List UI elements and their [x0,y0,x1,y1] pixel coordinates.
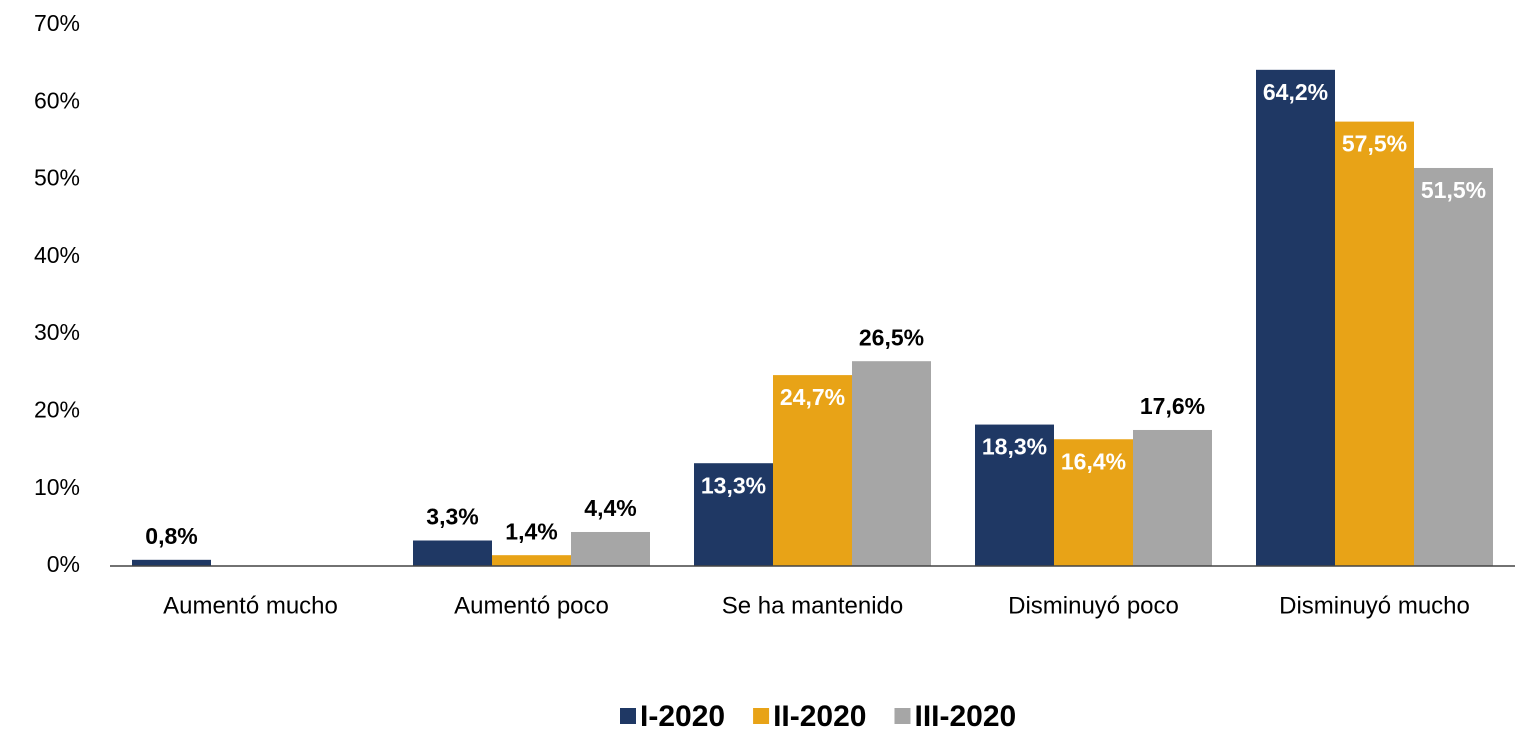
legend-label: III-2020 [914,700,1016,733]
data-label: 4,4% [584,495,636,521]
data-label: 16,4% [1061,448,1126,474]
data-label: 51,5% [1421,177,1486,203]
bar [1335,122,1414,566]
data-label: 24,7% [780,384,845,410]
x-tick-label: Aumentó poco [454,592,609,619]
y-tick-label: 40% [34,242,80,268]
data-label: 1,4% [505,518,557,544]
bar [852,361,931,566]
bar [1414,168,1493,566]
bar [1133,430,1212,566]
data-label: 3,3% [426,504,478,530]
data-label: 26,5% [859,324,924,350]
legend-swatch [894,708,910,724]
x-tick-label: Disminuyó poco [1008,592,1179,619]
data-label: 17,6% [1140,393,1205,419]
bar [492,555,571,566]
y-tick-label: 20% [34,397,80,423]
data-label: 64,2% [1263,79,1328,105]
data-label: 0,8% [145,523,197,549]
y-tick-label: 0% [47,551,80,577]
y-tick-label: 50% [34,165,80,191]
legend-label: II-2020 [773,700,866,733]
legend-swatch [753,708,769,724]
data-label: 18,3% [982,434,1047,460]
x-tick-label: Disminuyó mucho [1279,592,1470,619]
chart: 0% 10% 20% 30% 40% 50% 60% 70% Aumentó mucho 0,8%… [0,0,1519,741]
legend-swatch [620,708,636,724]
y-tick-label: 70% [34,10,80,36]
y-tick-label: 10% [34,474,80,500]
y-tick-label: 30% [34,319,80,345]
bar [1256,70,1335,566]
legend-label: I-2020 [640,700,725,733]
bar [413,540,492,566]
bar [571,532,650,566]
data-label: 57,5% [1342,131,1407,157]
x-tick-label: Se ha mantenido [722,592,903,619]
x-tick-label: Aumentó mucho [163,592,338,619]
bar [132,560,211,566]
y-tick-label: 60% [34,87,80,113]
data-label: 13,3% [701,472,766,498]
